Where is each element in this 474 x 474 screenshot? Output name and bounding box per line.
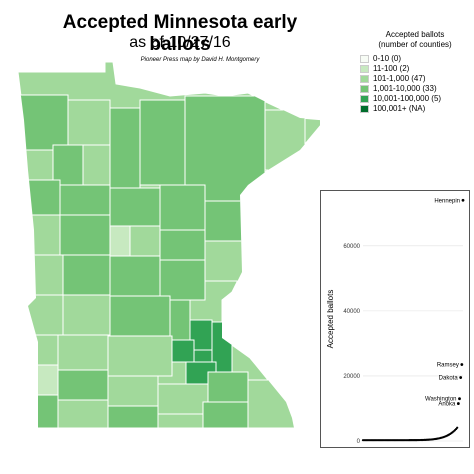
county	[57, 334, 109, 371]
legend-title: Accepted ballots (number of counties)	[360, 30, 470, 50]
county	[139, 99, 186, 186]
chart-svg: 0 20000 40000 60000 Accepted ballots Hennepin…	[326, 198, 465, 445]
map-title: Accepted Minnesota early ballots	[62, 12, 298, 55]
legend-item: 11-100 (2)	[360, 64, 470, 74]
county	[82, 144, 111, 186]
legend-label: 0-10 (0)	[373, 54, 402, 63]
point-label: Dakota	[439, 376, 459, 382]
county	[204, 200, 246, 242]
county	[57, 369, 109, 401]
county	[67, 99, 111, 146]
county	[109, 255, 161, 297]
county	[18, 254, 64, 296]
y-tick-label: 40000	[343, 309, 360, 315]
legend-item: 0-10 (0)	[360, 54, 470, 64]
point-label: Hennepin	[434, 198, 460, 204]
county	[159, 259, 206, 301]
county	[18, 394, 59, 428]
county	[59, 184, 111, 216]
legend-swatch	[360, 85, 369, 93]
county	[18, 214, 61, 256]
data-point-labeled	[461, 198, 465, 202]
county	[207, 371, 249, 403]
minnesota-county-map	[17, 61, 320, 429]
legend-swatch	[360, 105, 369, 113]
legend-swatch	[360, 65, 369, 73]
county	[59, 214, 111, 256]
ballots-scatter-chart: 0 20000 40000 60000 Accepted ballots Hennepin…	[320, 190, 470, 448]
legend-swatch	[360, 95, 369, 103]
y-axis-label: Accepted ballots	[326, 290, 335, 349]
y-tick-label: 20000	[343, 374, 360, 380]
point-label: Anoka	[438, 402, 456, 408]
county	[18, 294, 64, 336]
legend-swatch	[360, 75, 369, 83]
legend-title-line2: (number of counties)	[378, 40, 452, 49]
legend-item: 10,001-100,000 (5)	[360, 94, 470, 104]
legend-label: 11-100 (2)	[373, 64, 410, 73]
county	[18, 94, 69, 151]
legend-item: 100,001+ (NA)	[360, 104, 470, 114]
legend-label: 1,001-10,000 (33)	[373, 84, 437, 93]
legend-item: 101-1,000 (47)	[360, 74, 470, 84]
county	[157, 383, 209, 415]
county	[169, 299, 191, 341]
county	[159, 229, 206, 261]
legend-swatch	[360, 55, 369, 63]
county	[109, 225, 131, 257]
map-subtitle: as of 10/27/16	[129, 34, 231, 51]
county	[18, 364, 59, 396]
county	[57, 399, 109, 428]
county	[109, 107, 141, 189]
point-label: Washington	[425, 397, 456, 403]
county	[159, 184, 206, 231]
county	[247, 379, 299, 428]
county	[157, 413, 204, 428]
county	[18, 334, 59, 366]
data-point-labeled	[458, 397, 461, 401]
legend: Accepted ballots (number of counties) 0-…	[360, 30, 470, 114]
legend-label: 101-1,000 (47)	[373, 74, 426, 83]
county	[202, 401, 249, 428]
county	[107, 375, 159, 407]
county	[62, 254, 111, 296]
county	[18, 149, 54, 181]
county	[109, 295, 171, 337]
county	[107, 335, 173, 377]
county	[18, 179, 61, 216]
county-hennepin	[171, 339, 195, 363]
legend-label: 10,001-100,000 (5)	[373, 94, 442, 103]
county	[62, 294, 111, 336]
county	[129, 225, 161, 257]
map-credit: Pioneer Press map by David H. Montgomery	[140, 57, 260, 63]
county	[52, 144, 84, 186]
legend-item: 1,001-10,000 (33)	[360, 84, 470, 94]
legend-title-line1: Accepted ballots	[385, 30, 445, 39]
county	[204, 240, 246, 282]
point-label: Ramsey	[437, 363, 459, 369]
y-tick-label: 0	[357, 439, 361, 445]
data-point-labeled	[460, 363, 464, 366]
data-point	[456, 426, 459, 429]
y-tick-label: 60000	[343, 244, 360, 250]
data-point-labeled	[459, 376, 463, 379]
data-point-labeled	[456, 402, 460, 405]
legend-label: 100,001+ (NA)	[373, 104, 426, 113]
county	[264, 109, 306, 171]
county	[107, 405, 159, 428]
county	[109, 187, 161, 227]
